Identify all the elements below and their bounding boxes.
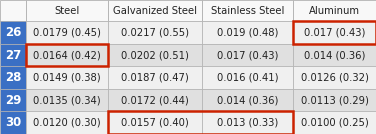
- Bar: [108, 66, 202, 89]
- Bar: [108, 111, 293, 134]
- Bar: [108, 111, 202, 134]
- Bar: [108, 44, 202, 66]
- Text: 0.0149 (0.38): 0.0149 (0.38): [33, 73, 100, 83]
- Text: 30: 30: [5, 116, 21, 129]
- Text: 0.0217 (0.55): 0.0217 (0.55): [121, 28, 189, 38]
- Bar: [26, 44, 108, 66]
- Bar: [108, 0, 202, 21]
- Bar: [108, 89, 202, 111]
- Text: 0.019 (0.48): 0.019 (0.48): [217, 28, 279, 38]
- Text: Galvanized Steel: Galvanized Steel: [113, 6, 197, 16]
- Bar: [293, 0, 376, 21]
- Bar: [202, 111, 293, 134]
- Text: 0.013 (0.33): 0.013 (0.33): [217, 118, 278, 128]
- Text: 27: 27: [5, 49, 21, 62]
- Bar: [293, 66, 376, 89]
- Text: 28: 28: [5, 71, 21, 84]
- Bar: [26, 111, 108, 134]
- Bar: [202, 21, 293, 44]
- Text: Aluminum: Aluminum: [309, 6, 360, 16]
- Bar: [202, 89, 293, 111]
- Bar: [0, 89, 26, 111]
- Text: 0.0100 (0.25): 0.0100 (0.25): [301, 118, 368, 128]
- Bar: [202, 44, 293, 66]
- Bar: [0, 111, 26, 134]
- Text: 0.0135 (0.34): 0.0135 (0.34): [33, 95, 100, 105]
- Bar: [293, 89, 376, 111]
- Text: 29: 29: [5, 94, 21, 107]
- Text: 0.0157 (0.40): 0.0157 (0.40): [121, 118, 189, 128]
- Text: 0.014 (0.36): 0.014 (0.36): [217, 95, 279, 105]
- Text: 0.0202 (0.51): 0.0202 (0.51): [121, 50, 189, 60]
- Text: 0.0126 (0.32): 0.0126 (0.32): [301, 73, 368, 83]
- Bar: [26, 66, 108, 89]
- Text: 0.0164 (0.42): 0.0164 (0.42): [33, 50, 100, 60]
- Text: Stainless Steel: Stainless Steel: [211, 6, 285, 16]
- Bar: [26, 44, 108, 66]
- Text: 0.014 (0.36): 0.014 (0.36): [304, 50, 365, 60]
- Bar: [293, 111, 376, 134]
- Text: Steel: Steel: [54, 6, 79, 16]
- Bar: [0, 0, 26, 21]
- Bar: [26, 21, 108, 44]
- Bar: [293, 44, 376, 66]
- Bar: [293, 21, 376, 44]
- Text: 0.0120 (0.30): 0.0120 (0.30): [33, 118, 100, 128]
- Bar: [202, 0, 293, 21]
- Bar: [293, 21, 376, 44]
- Bar: [26, 0, 108, 21]
- Text: 0.0172 (0.44): 0.0172 (0.44): [121, 95, 189, 105]
- Text: 0.0179 (0.45): 0.0179 (0.45): [33, 28, 101, 38]
- Bar: [0, 44, 26, 66]
- Text: 26: 26: [5, 26, 21, 39]
- Bar: [0, 21, 26, 44]
- Bar: [26, 89, 108, 111]
- Bar: [0, 66, 26, 89]
- Text: 0.0113 (0.29): 0.0113 (0.29): [301, 95, 368, 105]
- Bar: [108, 21, 202, 44]
- Bar: [202, 66, 293, 89]
- Text: 0.0187 (0.47): 0.0187 (0.47): [121, 73, 189, 83]
- Text: 0.017 (0.43): 0.017 (0.43): [304, 28, 365, 38]
- Text: 0.017 (0.43): 0.017 (0.43): [217, 50, 279, 60]
- Text: 0.016 (0.41): 0.016 (0.41): [217, 73, 279, 83]
